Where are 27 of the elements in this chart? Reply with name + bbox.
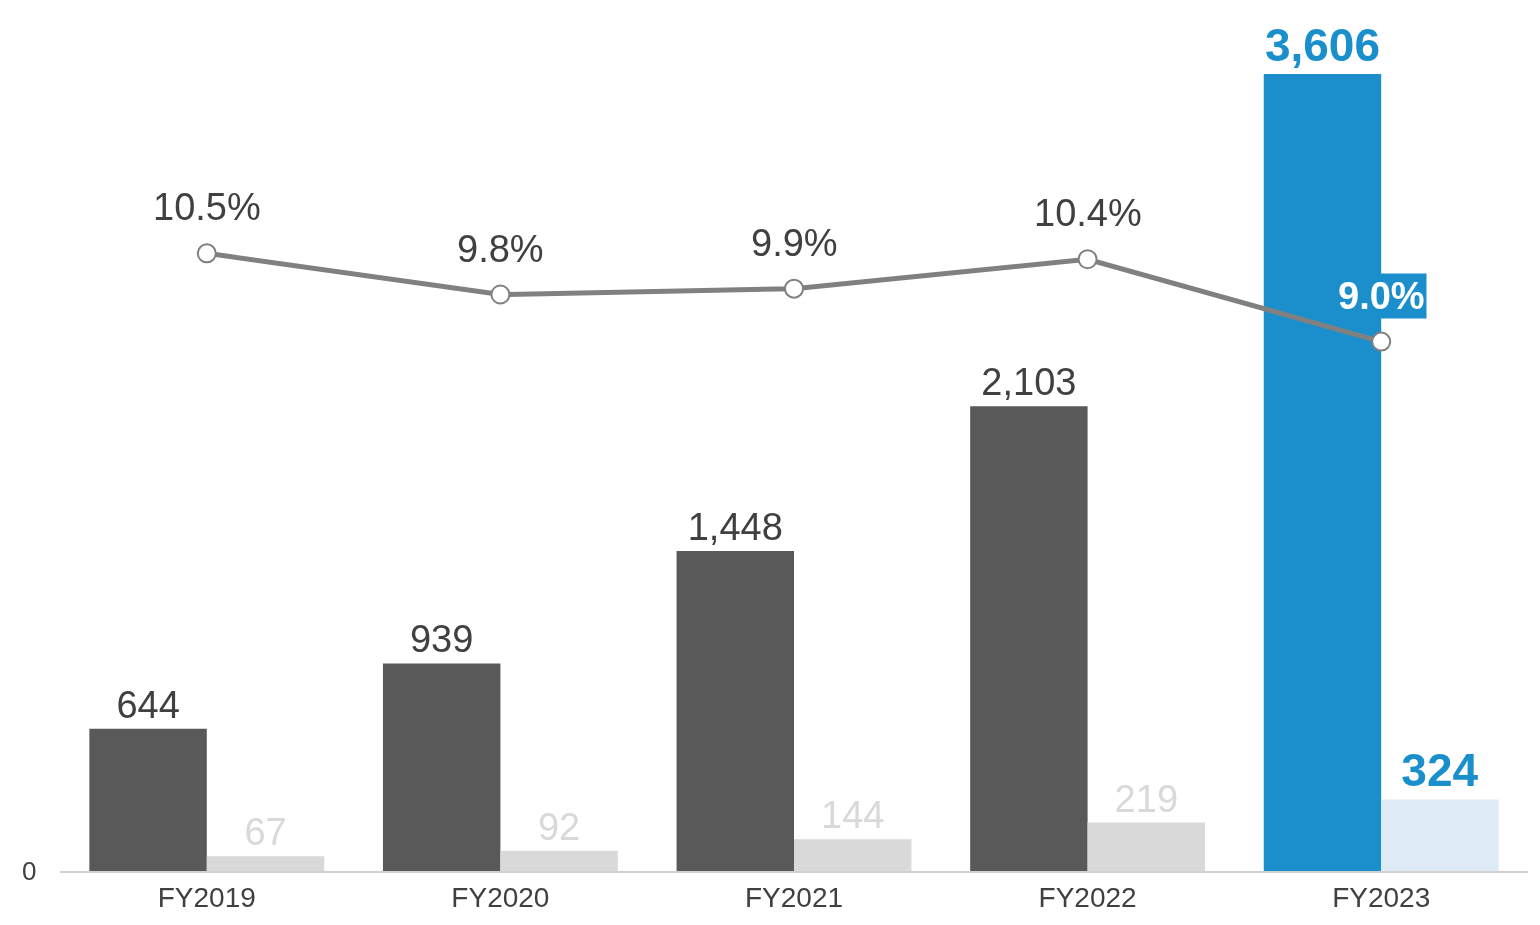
data-label: 3,606: [1264, 19, 1381, 72]
text: 0: [22, 856, 37, 886]
x-tick-label: FY2020: [451, 881, 550, 913]
point: [1077, 249, 1098, 270]
bar: [1381, 799, 1499, 871]
bar: [382, 663, 501, 871]
x-tick-label: FY2023: [1332, 881, 1431, 913]
x-tick-label: FY2021: [744, 881, 844, 913]
data-label: 10.5%: [153, 186, 261, 228]
bar: [676, 550, 794, 871]
data-label: 9.0%: [1338, 275, 1425, 317]
x-tick-label: FY2022: [1038, 881, 1137, 913]
point: [784, 278, 804, 299]
data-label: 9.8%: [457, 228, 544, 270]
data-label: 2,103: [981, 361, 1077, 404]
data-label: 644: [116, 683, 180, 726]
data-label: 1,448: [687, 505, 783, 548]
point: [1371, 331, 1392, 352]
point: [196, 243, 217, 264]
bar: [970, 406, 1088, 871]
data-label: 324: [1401, 744, 1479, 797]
data-label: 9.9%: [751, 222, 838, 264]
data-label: 10.4%: [1034, 192, 1142, 234]
point: [490, 284, 511, 305]
bar: [89, 728, 207, 871]
x-tick-label: FY2019: [157, 881, 256, 913]
data-label: 939: [409, 618, 474, 661]
